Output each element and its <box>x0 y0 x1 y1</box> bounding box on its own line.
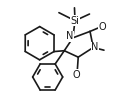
Text: O: O <box>98 22 106 32</box>
Text: O: O <box>73 70 80 80</box>
Text: N: N <box>91 42 99 52</box>
Text: N: N <box>66 31 74 41</box>
Text: Si: Si <box>71 16 79 26</box>
